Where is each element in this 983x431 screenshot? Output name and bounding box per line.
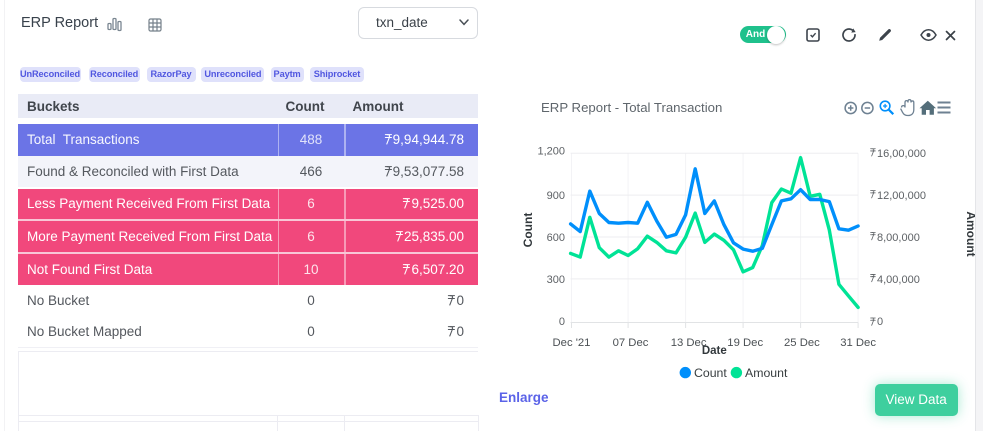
- svg-text:600: 600: [547, 232, 565, 244]
- svg-text:Dec '21: Dec '21: [553, 337, 591, 349]
- svg-text:25 Dec: 25 Dec: [784, 337, 820, 349]
- svg-text:07 Dec: 07 Dec: [613, 337, 649, 349]
- svg-text:Amount: Amount: [745, 366, 788, 380]
- svg-text:13 Dec: 13 Dec: [671, 337, 707, 349]
- svg-text:Date: Date: [702, 345, 727, 357]
- svg-text:8,00,000: 8,00,000: [877, 232, 920, 244]
- svg-text:0: 0: [877, 316, 883, 328]
- svg-text:Amount: Amount: [964, 211, 978, 256]
- svg-text:Count: Count: [521, 213, 535, 248]
- svg-text:31 Dec: 31 Dec: [840, 337, 876, 349]
- svg-text:12,00,000: 12,00,000: [877, 190, 926, 202]
- svg-text:0: 0: [559, 316, 565, 328]
- svg-text:Count: Count: [694, 366, 727, 380]
- svg-text:4,00,000: 4,00,000: [877, 274, 920, 286]
- svg-text:300: 300: [547, 274, 565, 286]
- svg-text:19 Dec: 19 Dec: [727, 337, 763, 349]
- svg-text:900: 900: [547, 190, 565, 202]
- svg-text:1,200: 1,200: [537, 146, 565, 158]
- svg-text:16,00,000: 16,00,000: [877, 148, 926, 160]
- svg-text:ERP Report - Total Transaction: ERP Report - Total Transaction: [541, 100, 722, 115]
